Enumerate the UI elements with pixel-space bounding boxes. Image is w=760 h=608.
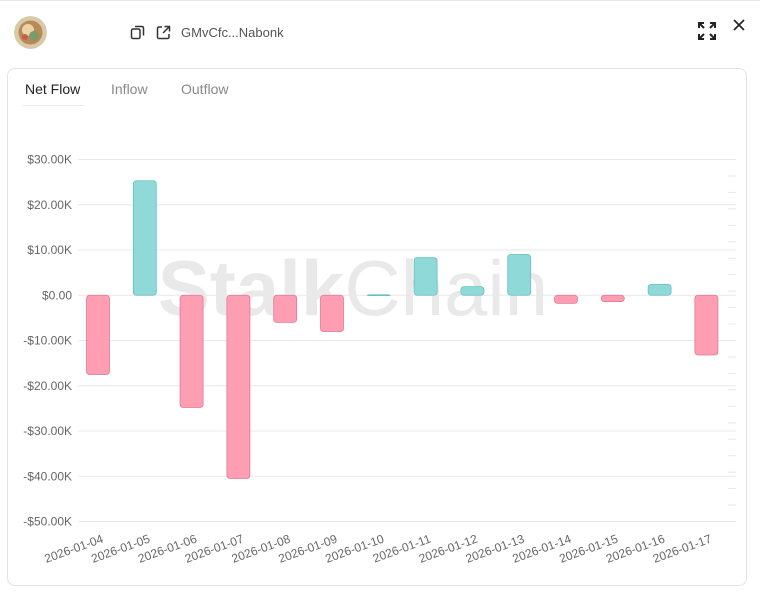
watermark: StalkChain bbox=[158, 244, 548, 332]
bar-2026-01-16[interactable] bbox=[647, 283, 672, 296]
bar-2026-01-13[interactable] bbox=[507, 254, 532, 296]
bar-2026-01-15[interactable] bbox=[600, 294, 625, 302]
bars bbox=[86, 180, 719, 479]
copy-icon[interactable] bbox=[130, 25, 145, 40]
bar-2026-01-09[interactable] bbox=[320, 294, 344, 332]
wallet-address[interactable]: GMvCfc...Nabonk bbox=[181, 25, 284, 40]
bar-2026-01-06[interactable] bbox=[179, 294, 204, 408]
expand-icon[interactable] bbox=[697, 21, 717, 41]
active-tab-underline bbox=[22, 105, 84, 106]
tab-inflow[interactable]: Inflow bbox=[111, 81, 148, 97]
tab-net-flow[interactable]: Net Flow bbox=[25, 81, 81, 97]
avatar[interactable] bbox=[14, 16, 47, 49]
net-flow-chart: StalkChain $30.00K $20.00K $10.00K $0.00 -$1… bbox=[23, 153, 736, 566]
y-tick-label: -$40.00K bbox=[23, 469, 72, 483]
bar-2026-01-08[interactable] bbox=[273, 294, 298, 323]
tab-outflow[interactable]: Outflow bbox=[181, 81, 229, 97]
bar-2026-01-05[interactable] bbox=[132, 180, 157, 296]
bar-2026-01-11[interactable] bbox=[413, 257, 438, 296]
bar-2026-01-14[interactable] bbox=[554, 294, 578, 304]
bar-2026-01-12[interactable] bbox=[460, 286, 485, 296]
avatar-image bbox=[14, 16, 47, 49]
bar-2026-01-07[interactable] bbox=[226, 294, 251, 479]
header: GMvCfc...Nabonk bbox=[0, 0, 760, 66]
y-tick-label: $0.00 bbox=[42, 288, 72, 302]
y-tick-label: $20.00K bbox=[27, 198, 72, 212]
close-icon[interactable] bbox=[731, 17, 747, 33]
y-axis: $30.00K $20.00K $10.00K $0.00 -$10.00K -$20.0… bbox=[23, 153, 72, 529]
flow-chart-card: Net Flow Inflow Outflow StalkChain $30.0… bbox=[7, 68, 747, 586]
top-border bbox=[0, 0, 760, 1]
bar-2026-01-17[interactable] bbox=[694, 294, 719, 356]
y-tick-label: -$20.00K bbox=[23, 379, 72, 393]
y-tick-label: -$50.00K bbox=[23, 515, 72, 529]
x-axis: 2026-01-042026-01-052026-01-062026-01-07… bbox=[43, 532, 714, 566]
bar-2026-01-10[interactable] bbox=[366, 294, 391, 296]
y-tick-label: $10.00K bbox=[27, 243, 72, 257]
chart-grid bbox=[78, 159, 736, 522]
bar-2026-01-04[interactable] bbox=[86, 294, 110, 375]
y-tick-label: -$30.00K bbox=[23, 424, 72, 438]
external-link-icon[interactable] bbox=[156, 25, 171, 40]
y-tick-label: -$10.00K bbox=[23, 334, 72, 348]
y-tick-label: $30.00K bbox=[27, 153, 72, 167]
